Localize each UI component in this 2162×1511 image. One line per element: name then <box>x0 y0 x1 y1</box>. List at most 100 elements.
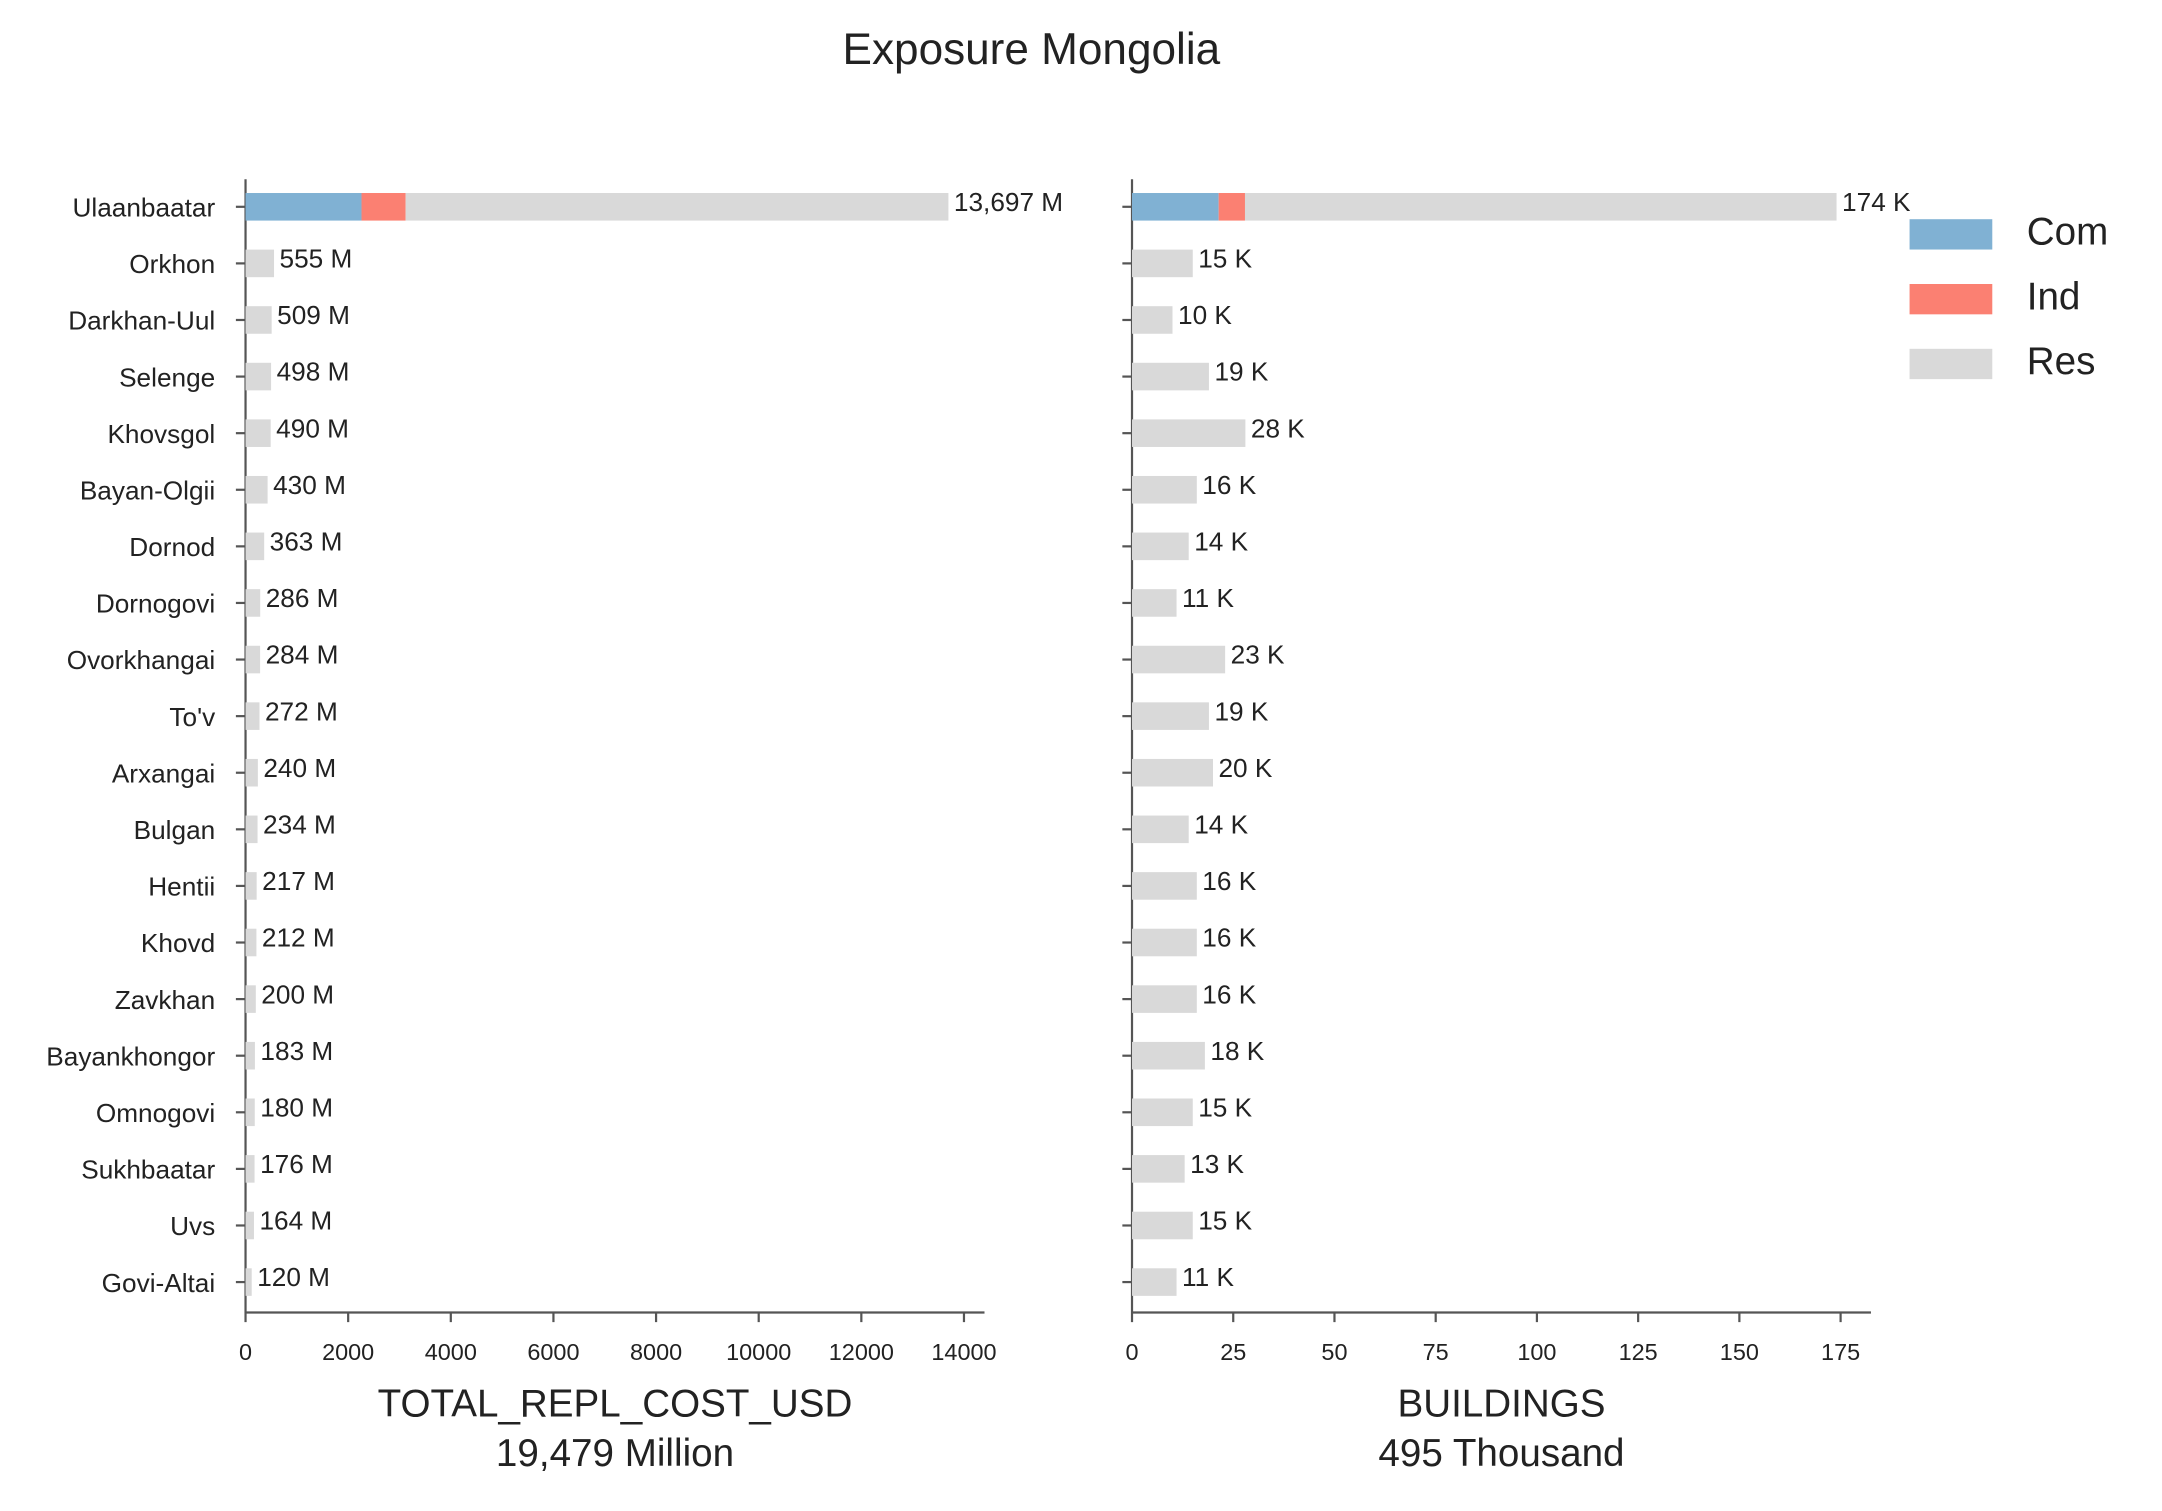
y-tick-label: Khovd <box>141 928 215 958</box>
value-label: 18 K <box>1210 1036 1264 1066</box>
bar-segment <box>245 532 265 561</box>
y-tick-label: Bayankhongor <box>46 1041 215 1071</box>
value-label: 14 K <box>1194 809 1248 839</box>
bar-segment <box>1132 645 1226 674</box>
legend-swatch <box>1909 284 1993 315</box>
x-tick-label: 0 <box>1125 1339 1138 1365</box>
value-label: 19 K <box>1214 357 1268 387</box>
bar-segment <box>245 815 258 844</box>
y-tick-label: Omnogovi <box>96 1098 215 1128</box>
value-label: 176 M <box>260 1149 333 1179</box>
x-tick-label: 75 <box>1423 1339 1449 1365</box>
bar-segment <box>1132 1098 1193 1127</box>
y-tick-label: Orkhon <box>129 249 215 279</box>
x-tick-label: 0 <box>239 1339 252 1365</box>
bar-segment <box>245 589 261 617</box>
y-tick-label: Arxangai <box>112 758 215 788</box>
value-label: 430 M <box>273 470 346 500</box>
y-tick-label: Khovsgol <box>107 419 215 449</box>
y-tick-label: Uvs <box>170 1211 215 1241</box>
x-tick-label: 100 <box>1517 1339 1556 1365</box>
bar-segment <box>245 758 258 787</box>
legend-label: Com <box>2027 211 2108 254</box>
x-axis-sublabel: 19,479 Million <box>496 1432 734 1475</box>
value-label: 164 M <box>259 1206 332 1236</box>
value-label: 11 K <box>1182 1262 1234 1292</box>
value-label: 120 M <box>257 1262 330 1292</box>
bar-segment <box>1132 985 1197 1013</box>
y-tick-label: Bayan-Olgii <box>80 475 215 505</box>
bar-segment <box>245 306 272 334</box>
bar-segment <box>1132 815 1189 844</box>
bar-segment <box>245 645 261 674</box>
value-label: 15 K <box>1198 1206 1252 1236</box>
legend-swatch <box>1909 219 1993 250</box>
bar-segment <box>245 1211 254 1240</box>
bar-segment <box>245 193 362 221</box>
bar-segment <box>1132 306 1173 334</box>
bar-segment <box>1132 475 1197 504</box>
bar-segment <box>1132 532 1189 561</box>
bar-segment <box>245 1098 255 1127</box>
value-label: 363 M <box>270 527 343 557</box>
value-label: 200 M <box>261 979 334 1009</box>
value-label: 16 K <box>1202 470 1256 500</box>
x-axis-sublabel: 495 Thousand <box>1378 1432 1624 1475</box>
y-tick-label: Selenge <box>119 362 215 392</box>
x-tick-label: 10000 <box>726 1339 791 1365</box>
x-tick-label: 50 <box>1321 1339 1347 1365</box>
y-tick-label: Ulaanbaatar <box>73 192 216 222</box>
y-tick-label: Govi-Altai <box>102 1268 216 1298</box>
value-label: 23 K <box>1231 640 1285 670</box>
value-label: 15 K <box>1198 1092 1252 1122</box>
bar-segment <box>1218 193 1245 221</box>
bar-segment <box>1132 928 1197 957</box>
bar-segment <box>245 249 275 278</box>
x-tick-label: 12000 <box>829 1339 894 1365</box>
bar-segment <box>1132 1041 1205 1070</box>
value-label: 16 K <box>1202 923 1256 953</box>
x-tick-label: 8000 <box>630 1339 682 1365</box>
value-label: 490 M <box>276 413 349 443</box>
value-label: 509 M <box>277 300 350 330</box>
bar-segment <box>1132 758 1213 787</box>
value-label: 11 K <box>1182 583 1234 613</box>
x-axis-label: TOTAL_REPL_COST_USD <box>378 1382 853 1425</box>
bar-segment <box>1132 702 1209 730</box>
value-label: 15 K <box>1198 244 1252 274</box>
y-tick-label: Hentii <box>148 872 215 902</box>
value-label: 10 K <box>1178 300 1232 330</box>
y-tick-label: Bulgan <box>134 815 216 845</box>
bar-segment <box>1132 419 1246 447</box>
y-tick-label: To'v <box>169 702 215 732</box>
value-label: 272 M <box>265 696 338 726</box>
value-label: 174 K <box>1842 187 1911 217</box>
y-tick-label: Darkhan-Uul <box>68 306 215 336</box>
bar-segment <box>245 362 272 391</box>
legend-swatch <box>1909 348 1993 380</box>
value-label: 13,697 M <box>954 187 1063 217</box>
legend-label: Res <box>2027 340 2096 383</box>
value-label: 20 K <box>1219 753 1273 783</box>
x-tick-label: 4000 <box>425 1339 477 1365</box>
x-tick-label: 6000 <box>527 1339 579 1365</box>
value-label: 13 K <box>1190 1149 1244 1179</box>
bar-segment <box>245 475 268 504</box>
x-tick-label: 175 <box>1821 1339 1860 1365</box>
value-label: 240 M <box>263 753 336 783</box>
value-label: 14 K <box>1194 527 1248 557</box>
bar-segment <box>361 193 406 221</box>
bar-segment <box>1132 249 1193 278</box>
x-axis-label: BUILDINGS <box>1397 1382 1605 1425</box>
bar-segment <box>1132 1155 1185 1183</box>
x-tick-label: 2000 <box>322 1339 374 1365</box>
value-label: 183 M <box>260 1036 333 1066</box>
bar-segment <box>245 1268 252 1296</box>
bar-segment <box>245 985 256 1013</box>
bar-segment <box>1132 362 1209 391</box>
value-label: 180 M <box>260 1092 333 1122</box>
y-tick-label: Dornod <box>129 532 215 562</box>
bar-segment <box>245 419 271 447</box>
